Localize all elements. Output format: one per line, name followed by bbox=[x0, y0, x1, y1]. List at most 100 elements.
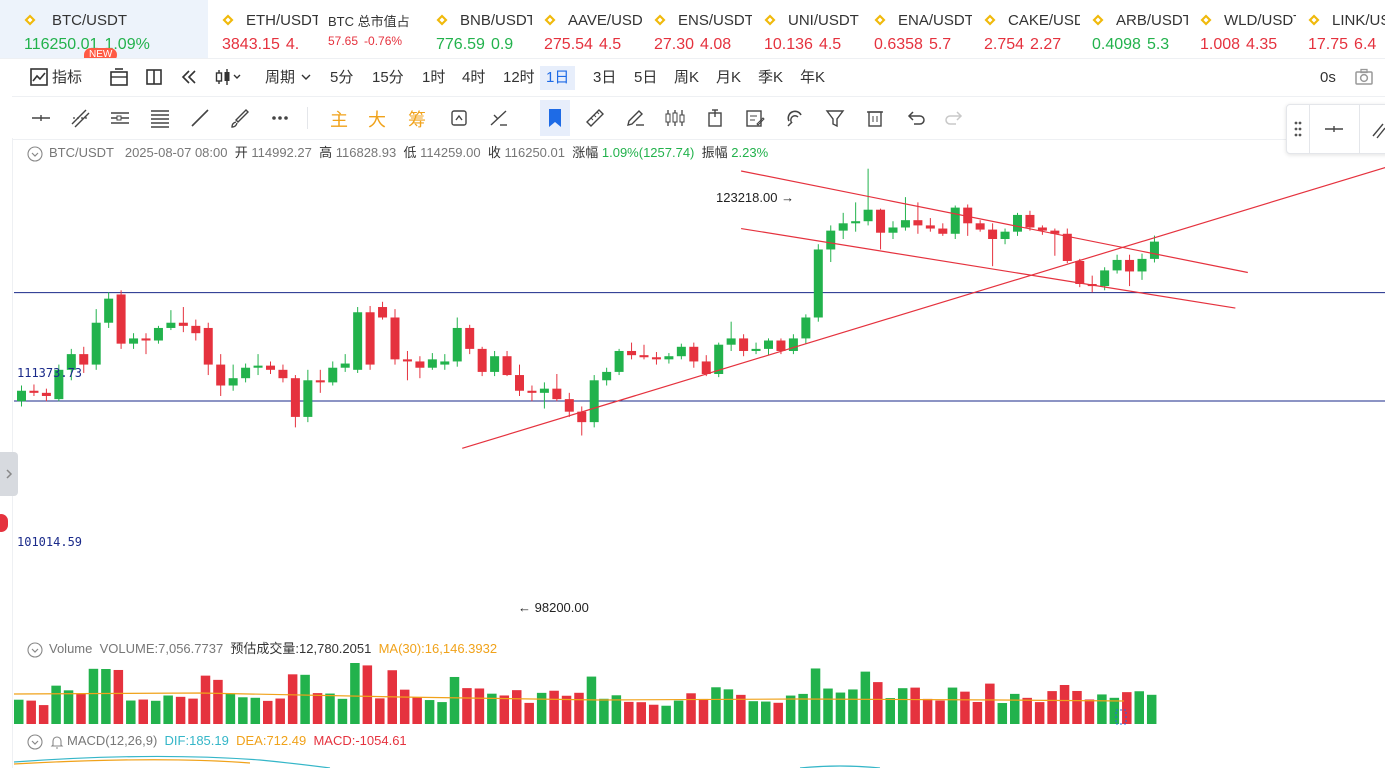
trendline-icon[interactable] bbox=[1371, 118, 1385, 145]
volume-bar bbox=[1010, 693, 1020, 724]
candle-body bbox=[552, 388, 562, 400]
ticker-ens-usdt[interactable]: ENS/USDT 27.30 4.08 bbox=[642, 0, 752, 58]
ascending-trend-line[interactable] bbox=[462, 166, 1385, 449]
sidebar-toggle[interactable] bbox=[0, 452, 18, 496]
period-3[interactable]: 4时 bbox=[462, 69, 486, 86]
ticker-btc-usdt[interactable]: BTC/USDT 116250.01 1.09% NEW bbox=[0, 0, 208, 58]
period-2[interactable]: 1时 bbox=[422, 69, 446, 86]
pencil-icon[interactable] bbox=[624, 107, 646, 129]
ticker-link-usdt[interactable]: LINK/USDT 17.75 6.4 bbox=[1296, 0, 1385, 58]
ticker-ena-usdt[interactable]: ENA/USDT 0.6358 5.7 bbox=[862, 0, 972, 58]
main-force-button[interactable]: 主 bbox=[330, 110, 348, 130]
volume-bar bbox=[810, 668, 821, 724]
collapse-icon[interactable] bbox=[27, 642, 43, 658]
period-11[interactable]: 年K bbox=[800, 69, 826, 86]
ticker-price: 1.008 bbox=[1200, 36, 1241, 53]
period-10[interactable]: 季K bbox=[758, 69, 784, 86]
volume-bar bbox=[848, 689, 858, 724]
candle bbox=[390, 309, 400, 365]
more-icon[interactable] bbox=[269, 107, 291, 129]
large-order-button[interactable]: 大 bbox=[368, 110, 386, 130]
bookmark-tool-icon[interactable] bbox=[540, 100, 570, 136]
fibonacci-icon[interactable] bbox=[149, 107, 171, 129]
ruler-icon[interactable] bbox=[584, 107, 606, 129]
volume-bar bbox=[761, 701, 771, 724]
brush-icon[interactable] bbox=[229, 107, 251, 129]
candle-body bbox=[166, 322, 176, 328]
volume-bar bbox=[823, 688, 833, 724]
filter-icon[interactable] bbox=[824, 107, 846, 129]
pattern-icon[interactable] bbox=[664, 107, 686, 129]
horizontal-ray-icon[interactable] bbox=[1323, 118, 1345, 145]
volume-bar bbox=[748, 701, 759, 724]
channel-upper-line[interactable] bbox=[740, 170, 1248, 274]
candle-body bbox=[452, 327, 462, 362]
volume-bar bbox=[163, 695, 173, 724]
redo-icon[interactable] bbox=[944, 107, 966, 129]
alert-dot[interactable] bbox=[0, 514, 8, 532]
candle-body bbox=[1112, 259, 1122, 271]
candle-body bbox=[116, 294, 126, 344]
horizontal-ray-icon[interactable] bbox=[30, 107, 52, 129]
trash-icon[interactable] bbox=[864, 107, 886, 129]
candle-body bbox=[191, 325, 201, 334]
ticker-bnb-usdt[interactable]: BNB/USDT 776.59 0.9 bbox=[424, 0, 532, 58]
ticker-eth-usdt[interactable]: ETH/USDT 3843.15 4. bbox=[210, 0, 318, 58]
period-7[interactable]: 5日 bbox=[634, 69, 658, 86]
collapse-icon[interactable] bbox=[27, 146, 43, 162]
period-6[interactable]: 3日 bbox=[593, 69, 617, 86]
edit-note-icon[interactable] bbox=[744, 107, 766, 129]
period-9[interactable]: 月K bbox=[716, 69, 742, 86]
ticker-uni-usdt[interactable]: UNI/USDT 10.136 4.5 bbox=[752, 0, 862, 58]
ticker-price: 57.65 bbox=[328, 34, 359, 48]
ticker-aave-usdt[interactable]: AAVE/USDT 275.54 4.5 bbox=[532, 0, 642, 58]
candle-type-icon[interactable] bbox=[214, 66, 241, 88]
volume-bar bbox=[922, 698, 933, 724]
period-5[interactable]: 1日 bbox=[540, 66, 576, 90]
magnet-icon[interactable] bbox=[784, 107, 806, 129]
candle-body bbox=[315, 380, 325, 383]
volume-bar bbox=[960, 691, 970, 724]
indicators-button[interactable]: 指标 bbox=[52, 69, 83, 86]
collapse-icon[interactable] bbox=[27, 734, 43, 750]
period-1[interactable]: 15分 bbox=[372, 69, 404, 86]
trendline-icon[interactable] bbox=[69, 107, 91, 129]
parallel-lines-icon[interactable] bbox=[109, 107, 131, 129]
replay-icon[interactable] bbox=[178, 66, 200, 88]
coin-icon bbox=[222, 14, 234, 26]
period-0[interactable]: 5分 bbox=[330, 69, 354, 86]
close-value: 116250.01 bbox=[504, 145, 566, 160]
candle bbox=[315, 369, 325, 393]
candle bbox=[925, 218, 935, 232]
chip-distribution-button[interactable]: 筹 bbox=[408, 110, 426, 130]
chevron-down-icon[interactable] bbox=[300, 70, 322, 92]
ticker-cake-usdt[interactable]: CAKE/USDT 2.754 2.27 bbox=[972, 0, 1080, 58]
ticker-wld-usdt[interactable]: WLD/USDT 1.008 4.35 bbox=[1188, 0, 1296, 58]
period-4[interactable]: 12时 bbox=[503, 69, 535, 86]
candle-body bbox=[440, 361, 450, 365]
undo-icon[interactable] bbox=[904, 107, 926, 129]
sync-icon[interactable] bbox=[448, 107, 470, 129]
line-segment-icon[interactable] bbox=[189, 107, 211, 129]
ticker-symbol: LINK/USDT bbox=[1332, 12, 1385, 29]
ticker-arb-usdt[interactable]: ARB/USDT 0.4098 5.3 bbox=[1080, 0, 1188, 58]
volume-bar bbox=[773, 702, 783, 724]
period-dropdown[interactable]: 周期 bbox=[265, 69, 296, 86]
candle-body bbox=[378, 307, 388, 318]
template-icon[interactable] bbox=[108, 66, 130, 88]
bell-icon[interactable] bbox=[49, 734, 65, 750]
candle bbox=[415, 356, 425, 379]
copy-icon[interactable] bbox=[704, 107, 726, 129]
camera-icon[interactable] bbox=[1353, 66, 1375, 88]
measure-icon[interactable] bbox=[488, 107, 510, 129]
period-8[interactable]: 周K bbox=[674, 69, 700, 86]
volume-bar bbox=[424, 700, 435, 724]
volume-bar bbox=[238, 697, 248, 724]
drag-handle-icon[interactable] bbox=[1293, 119, 1303, 144]
ticker-symbol: ARB/USDT bbox=[1116, 12, 1188, 29]
channel-lower-line[interactable] bbox=[741, 227, 1236, 309]
indicators-icon[interactable] bbox=[28, 66, 50, 88]
ticker-btc[interactable]: BTC 总市值占 57.65 -0.76% bbox=[318, 0, 424, 58]
layout-icon[interactable] bbox=[143, 66, 165, 88]
